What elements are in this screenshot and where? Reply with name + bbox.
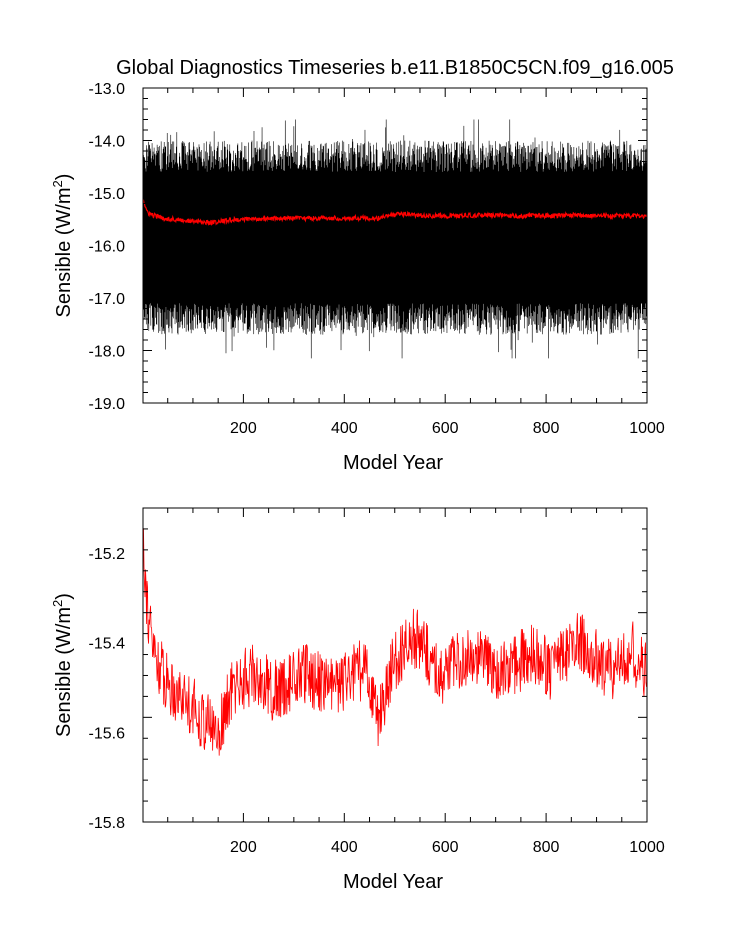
x-tick-label: 600 — [432, 420, 459, 437]
series-annual-mean-line — [143, 528, 647, 756]
x-tick-label: 400 — [331, 839, 358, 856]
x-axis-title: Model Year — [343, 871, 443, 893]
x-tick-label: 800 — [533, 839, 560, 856]
x-tick-label: 600 — [432, 839, 459, 856]
y-tick-label: -15.2 — [89, 546, 126, 563]
series-annual-mean-line — [143, 199, 647, 226]
x-axis-title: Model Year — [343, 452, 443, 474]
x-tick-label: 200 — [230, 839, 257, 856]
y-tick-label: -15.0 — [89, 186, 126, 203]
x-tick-label: 800 — [533, 420, 560, 437]
y-tick-label: -13.0 — [89, 81, 126, 98]
y-tick-label: -16.0 — [89, 239, 126, 256]
x-tick-label: 400 — [331, 420, 358, 437]
plot-top: 200 400 600 800 1000 -13.0 -14.0 -15.0 -16.0 -17.… — [50, 81, 665, 474]
plot-bottom: 200 400 600 800 1000 -15.2 -15.4 -15.6 -15.8 Mode… — [50, 507, 665, 893]
y-tick-label: -18.0 — [89, 344, 126, 361]
y-tick-label: -15.6 — [89, 725, 126, 742]
y-axis-title: Sensible (W/m2) — [50, 593, 75, 737]
y-tick-label: -15.4 — [89, 636, 126, 653]
y-tick-label: -15.8 — [89, 815, 126, 832]
x-tick-label: 200 — [230, 420, 257, 437]
y-tick-label: -19.0 — [89, 396, 126, 413]
x-tick-label: 1000 — [629, 420, 665, 437]
y-tick-label: -17.0 — [89, 291, 126, 308]
x-tick-label: 1000 — [629, 839, 665, 856]
y-axis-title: Sensible (W/m2) — [50, 174, 75, 318]
plot-frame — [142, 507, 648, 823]
main-title: Global Diagnostics Timeseries b.e11.B185… — [116, 57, 674, 79]
series-seasonal-line — [143, 119, 647, 359]
y-tick-label: -14.0 — [89, 134, 126, 151]
